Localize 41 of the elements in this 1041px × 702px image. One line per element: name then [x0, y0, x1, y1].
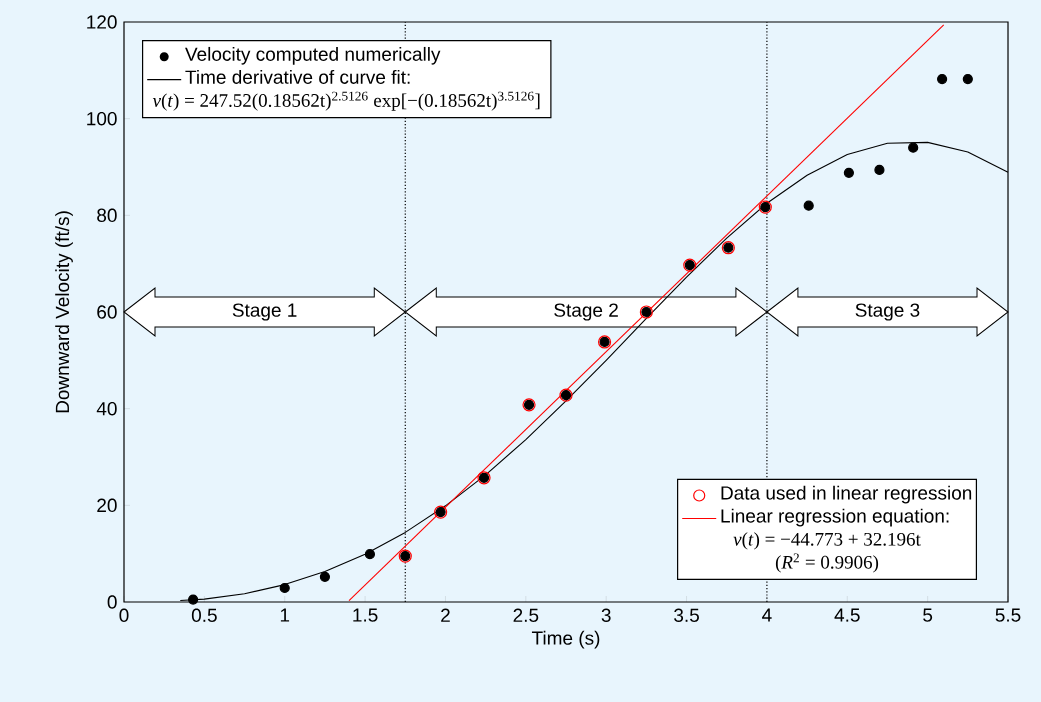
point — [803, 200, 814, 211]
x-tick-label: 3.5 — [674, 608, 699, 622]
x-axis-title: Time (s) — [531, 630, 600, 649]
point — [279, 582, 290, 594]
y-tick-label: 0 — [107, 595, 117, 609]
y-tick-label: 100 — [87, 111, 117, 126]
y-tick-label: 120 — [87, 15, 117, 29]
x-tick-label: 0.5 — [191, 608, 217, 622]
x-tick-label: 4 — [762, 608, 772, 622]
x-tick-label: 1 — [280, 608, 290, 622]
legend-label: Data used in linear regression — [721, 485, 972, 504]
x-tick-label: 5 — [923, 608, 933, 622]
x-tick-label: 5.5 — [995, 608, 1021, 622]
point — [319, 571, 331, 582]
annotation: v(t) = −44.773 + 32.196t — [733, 532, 921, 550]
y-tick-label: 20 — [97, 498, 117, 513]
y-tick-label: 80 — [97, 208, 117, 223]
annotation: Stage 3 — [855, 303, 920, 321]
point — [364, 549, 376, 560]
point — [188, 594, 199, 605]
annotation: Stage 1 — [232, 303, 297, 321]
annotation: v(t) = 247.52(0.18562t)$^{2.5126}$ exp[−(0.18562t)$^{3.5126}$] — [152, 91, 540, 111]
point — [874, 164, 885, 175]
legend-label: Time derivative of curve fit: — [185, 69, 410, 84]
x-tick-label: 3 — [601, 608, 611, 622]
legend-label: Velocity computed numerically — [185, 46, 441, 65]
y-axis-title: Downward Velocity (ft/s) — [55, 211, 73, 413]
annotation: (R$^{2}$ = 0.9906) — [775, 553, 879, 573]
x-tick-label: 1.5 — [353, 608, 378, 622]
point — [962, 73, 973, 85]
point — [843, 167, 854, 178]
y-tick-label: 40 — [96, 401, 117, 416]
x-tick-label: 2 — [441, 608, 450, 622]
point — [937, 73, 948, 85]
x-tick-label: 2.5 — [513, 608, 539, 622]
legend-label: Linear regression equation: — [721, 508, 949, 527]
y-tick-label: 60 — [97, 305, 117, 319]
annotation: Stage 2 — [554, 303, 618, 321]
x-tick-label: 0 — [119, 608, 129, 622]
x-tick-label: 4.5 — [834, 608, 860, 622]
point — [908, 142, 919, 153]
